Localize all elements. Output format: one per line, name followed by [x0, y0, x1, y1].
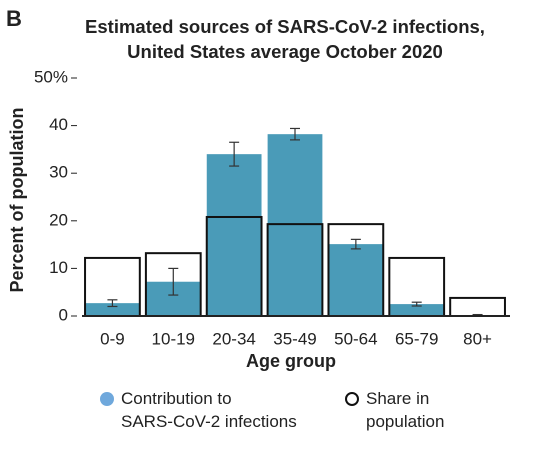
- error-bar: [411, 301, 422, 307]
- y-tick-label: 50%: [34, 67, 68, 86]
- y-tick-label: 40: [49, 115, 68, 134]
- population-bar: [449, 296, 506, 317]
- error-bar: [229, 141, 240, 167]
- x-tick-label: 80+: [463, 329, 492, 348]
- y-tick-label: 0: [59, 305, 68, 324]
- legend-label: Contribution to SARS-CoV-2 infections: [121, 389, 297, 431]
- x-tick-label: 65-79: [395, 329, 438, 348]
- error-bar: [107, 299, 118, 308]
- chart-title: Estimated sources of SARS-CoV-2 infectio…: [85, 16, 485, 62]
- legend-label: Share in population: [366, 389, 445, 431]
- x-axis-label: Age group: [246, 351, 336, 371]
- x-tick-label: 20-34: [212, 329, 255, 348]
- y-tick-label: 30: [49, 163, 68, 182]
- legend-swatch: [100, 392, 114, 406]
- x-tick-label: 10-19: [152, 329, 195, 348]
- error-bar: [168, 267, 179, 296]
- x-tick-label: 0-9: [100, 329, 125, 348]
- bar: [85, 303, 140, 316]
- panel-label: B: [6, 6, 22, 31]
- y-tick-label: 10: [49, 258, 68, 277]
- bar: [328, 244, 384, 316]
- legend-swatch: [345, 392, 359, 406]
- y-tick-label: 20: [49, 210, 68, 229]
- error-bar: [290, 127, 300, 141]
- x-tick-label: 50-64: [334, 329, 377, 348]
- error-bar: [350, 238, 361, 250]
- y-axis-label: Percent of population: [7, 107, 27, 292]
- bar: [389, 304, 445, 316]
- bar: [206, 154, 262, 316]
- x-tick-label: 35-49: [273, 329, 316, 348]
